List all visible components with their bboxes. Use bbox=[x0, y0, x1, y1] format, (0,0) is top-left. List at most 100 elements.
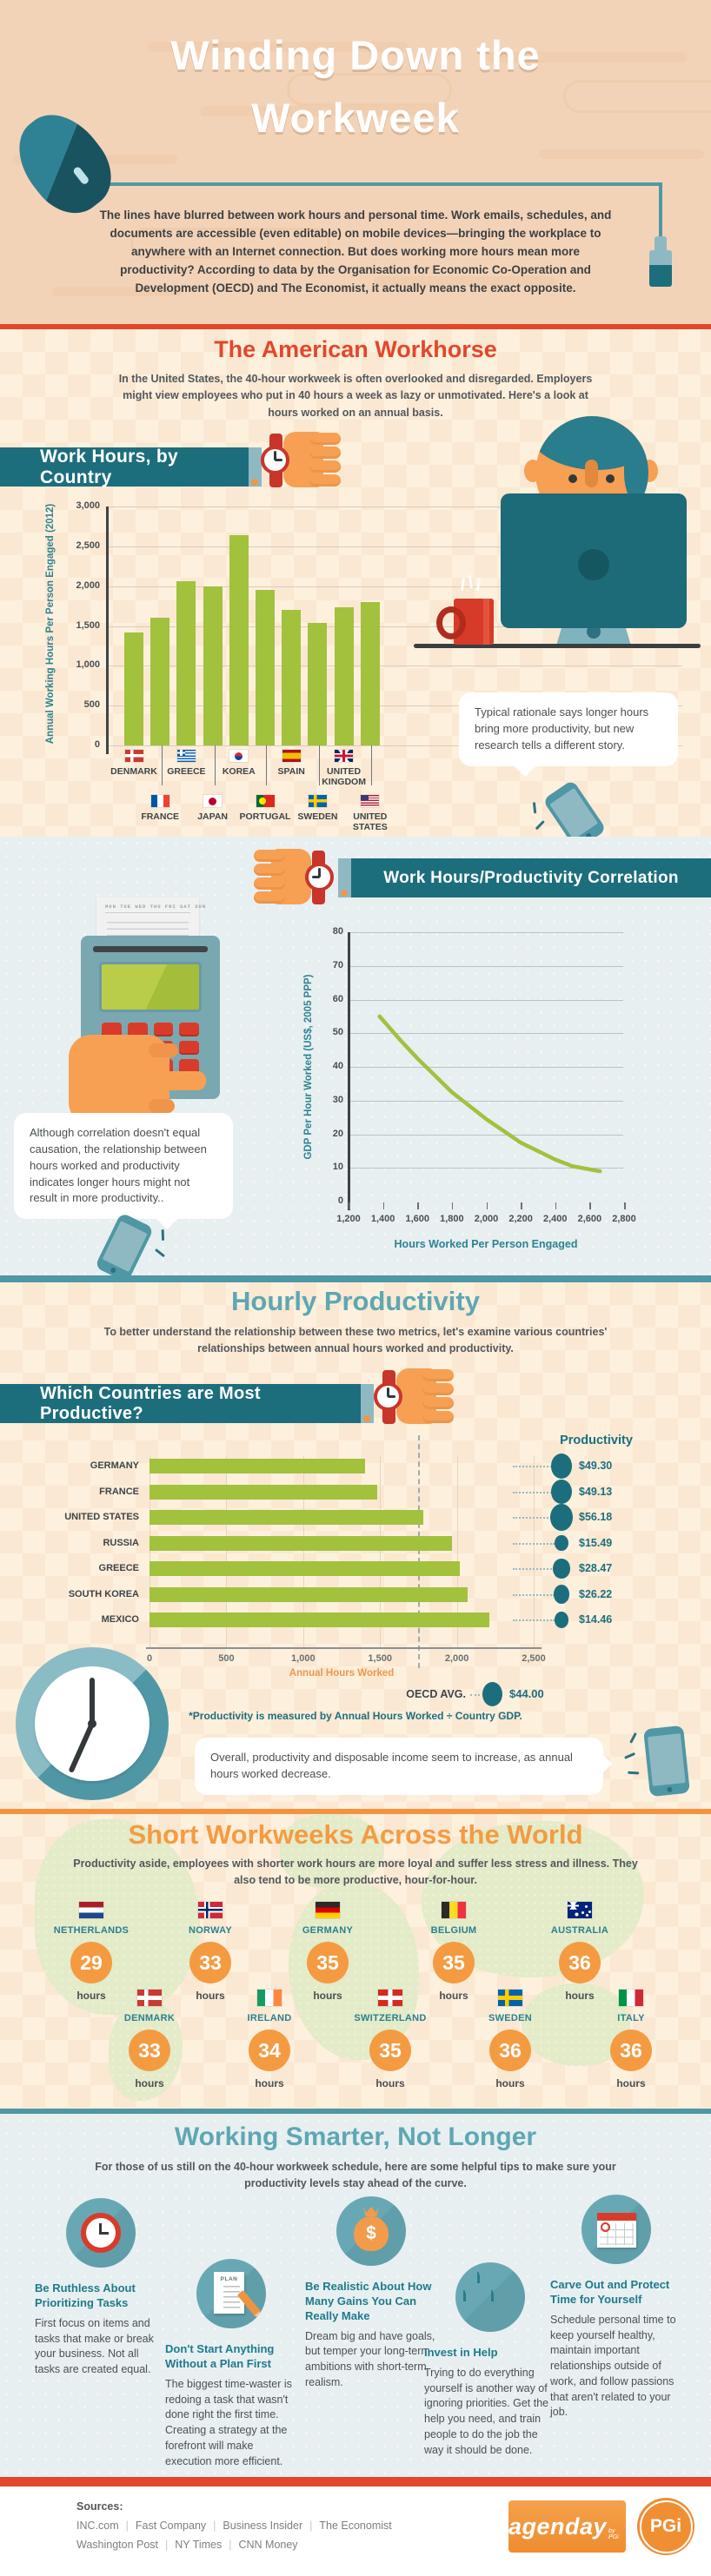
x-tick bbox=[349, 1202, 350, 1209]
gridline bbox=[349, 1100, 623, 1102]
y-tick-label: 500 bbox=[83, 699, 100, 711]
gridline bbox=[349, 932, 623, 933]
agenday-logo-subtext: by PGi bbox=[608, 2528, 619, 2540]
tip-icon-circle bbox=[581, 2195, 651, 2264]
x-category-label: GREECE bbox=[167, 766, 206, 777]
source-item: Washington Post bbox=[76, 2539, 159, 2551]
header: Winding Down the Workweek The lines have… bbox=[0, 0, 711, 324]
person-nose bbox=[585, 460, 598, 487]
y-tick-label: 3,000 bbox=[76, 500, 100, 511]
gridline bbox=[380, 1456, 382, 1647]
horizontal-bar-chart-productivity: 0 500 1,000 1,500 2,000 2,500 GERMANY $49.30 FRA… bbox=[0, 1282, 711, 1809]
banner-label: Which Countries are Most Productive? bbox=[40, 1383, 261, 1423]
flag-australia-icon bbox=[568, 1902, 592, 1918]
sources-line-1: INC.com | Fast Company | Business Insider | Th… bbox=[76, 2520, 392, 2532]
y-tick-label: 2,000 bbox=[76, 579, 100, 591]
hours-label: hours bbox=[565, 1990, 595, 2002]
divider bbox=[0, 1275, 711, 1282]
banner-dot bbox=[341, 890, 348, 897]
hours-circle: 36 bbox=[559, 1942, 601, 1983]
wrist-watch-fist-icon bbox=[261, 432, 341, 489]
country-name: SWITZERLAND bbox=[354, 2013, 427, 2023]
y-tick-label: 10 bbox=[332, 1162, 343, 1173]
y-tick-label: 60 bbox=[332, 993, 343, 1004]
bar-france bbox=[150, 618, 170, 745]
section-hourly-productivity: Hourly Productivity To better understand… bbox=[0, 1282, 711, 1809]
tip-1: Be Ruthless About Prioritizing Tasks Firs… bbox=[35, 2198, 167, 2378]
source-item: The Economist bbox=[319, 2520, 392, 2532]
country-name: AUSTRALIA bbox=[550, 1925, 609, 1936]
oecd-average-label: OECD AVG. bbox=[406, 1688, 466, 1700]
x-tick-label: 2,600 bbox=[577, 1214, 602, 1224]
leader-dots bbox=[513, 1491, 555, 1493]
money-bag-icon: $ bbox=[354, 2207, 389, 2251]
tip-icon-circle bbox=[455, 2262, 525, 2332]
productivity-value-france: $49.13 bbox=[579, 1485, 613, 1498]
tip-body: Schedule personal time to keep yourself … bbox=[550, 2313, 676, 2419]
row-label-germany: GERMANY bbox=[90, 1460, 139, 1471]
intro-paragraph: The lines have blurred between work hour… bbox=[99, 209, 612, 295]
x-tick bbox=[162, 745, 163, 785]
section-subtitle: To better understand the relationship be… bbox=[103, 1326, 608, 1355]
y-tick-label: 0 bbox=[94, 739, 100, 750]
flag-us-icon bbox=[361, 795, 380, 807]
monitor-icon bbox=[501, 493, 687, 628]
x-category-label: KOREA bbox=[222, 766, 256, 777]
x-tick-label: 2,500 bbox=[522, 1653, 546, 1664]
bar-mexico bbox=[150, 1612, 489, 1627]
y-tick-label: 80 bbox=[332, 926, 343, 937]
source-item: NY Times bbox=[175, 2539, 223, 2551]
time-clock-machine-icon: MON TUE WED THU FRI SAT SUN bbox=[69, 897, 220, 1125]
plug-icon bbox=[648, 236, 674, 290]
productivity-dot-russia bbox=[555, 1534, 568, 1552]
section-american-workhorse: The American Workhorse In the United Sta… bbox=[0, 329, 711, 837]
productivity-value-mexico: $14.46 bbox=[579, 1613, 613, 1626]
source-item: Business Insider bbox=[223, 2520, 303, 2532]
decorative-line bbox=[200, 106, 443, 116]
gridline bbox=[349, 1134, 623, 1136]
clock-icon bbox=[81, 2213, 121, 2253]
productivity-dot-mexico bbox=[555, 1612, 568, 1628]
x-category-greece: GREECE bbox=[151, 750, 221, 777]
hours-label: hours bbox=[375, 2077, 405, 2089]
line-chart-correlation: 0 10 20 30 40 50 60 70 80 1,200 1,400 1,600 1,800 2,0… bbox=[333, 926, 636, 1224]
x-category-label: SPAIN bbox=[277, 766, 305, 777]
hours-circle: 36 bbox=[610, 2030, 652, 2071]
flag-switzerland-icon bbox=[378, 1990, 402, 2006]
banner-most-productive: Which Countries are Most Productive? bbox=[0, 1384, 361, 1423]
country-name: NETHERLANDS bbox=[53, 1925, 130, 1936]
y-tick-label: 70 bbox=[332, 959, 343, 970]
bar-germany bbox=[150, 1459, 365, 1473]
y-tick-label: 1,000 bbox=[76, 659, 100, 671]
gridline bbox=[107, 705, 682, 707]
banner-label: Work Hours, by Country bbox=[40, 446, 179, 487]
hours-circle: 35 bbox=[369, 2030, 411, 2071]
productivity-dot-south-korea bbox=[553, 1585, 570, 1604]
gridline bbox=[107, 626, 682, 627]
hours-label: hours bbox=[495, 2077, 525, 2089]
bar-south-korea bbox=[150, 1586, 468, 1602]
productivity-dot-france bbox=[550, 1479, 573, 1505]
tip-title: Don't Start Anything Without a Plan Firs… bbox=[165, 2342, 275, 2370]
x-tick-label: 0 bbox=[146, 1653, 153, 1664]
x-category-korea: KOREA bbox=[204, 750, 274, 777]
hours-label: hours bbox=[313, 1990, 342, 2002]
x-category-label: UNITED STATES bbox=[352, 811, 388, 833]
decorative-line bbox=[539, 149, 704, 159]
flag-belgium-icon bbox=[442, 1902, 466, 1918]
country-name: GERMANY bbox=[302, 1925, 354, 1936]
y-tick-label: 50 bbox=[332, 1027, 343, 1038]
x-tick bbox=[555, 1202, 557, 1209]
y-axis-label: Annual Working Hours Per Person Engaged … bbox=[45, 503, 56, 745]
leader-dots bbox=[470, 1694, 480, 1696]
wrist-watch-fist-icon bbox=[374, 1368, 454, 1426]
bar-portugal bbox=[256, 590, 275, 745]
hours-label: hours bbox=[196, 1990, 225, 2002]
tip-body: Trying to do everything yourself is anot… bbox=[424, 2366, 549, 2456]
flag-japan-icon bbox=[203, 795, 223, 807]
speech-bubble-text: Overall, productivity and disposable inc… bbox=[210, 1751, 573, 1780]
x-baseline bbox=[107, 745, 682, 746]
x-axis bbox=[146, 1647, 542, 1649]
x-tick bbox=[451, 1202, 454, 1209]
wrist-watch-fist-icon bbox=[254, 849, 334, 906]
